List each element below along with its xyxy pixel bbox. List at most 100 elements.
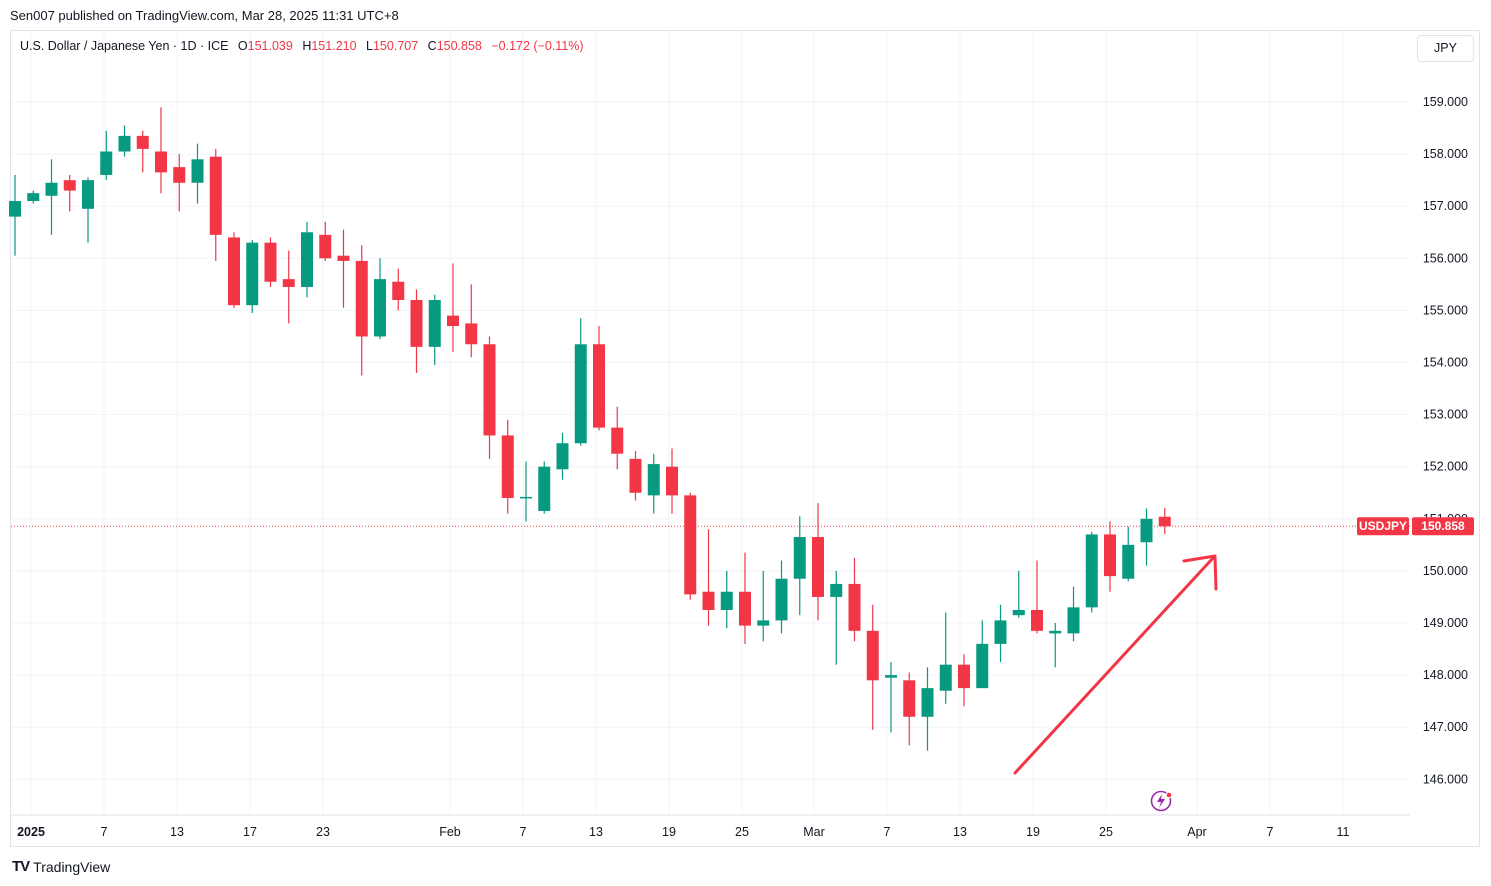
candle[interactable]: [228, 232, 240, 308]
candle[interactable]: [574, 318, 587, 446]
candle[interactable]: [319, 221, 332, 261]
candle[interactable]: [1031, 560, 1043, 634]
candle[interactable]: [647, 453, 660, 514]
candle[interactable]: [793, 516, 806, 616]
candle[interactable]: [757, 570, 770, 642]
candle-body: [447, 315, 459, 327]
lightning-icon[interactable]: [1150, 790, 1173, 812]
time-tick-label: 13: [170, 825, 184, 839]
candle[interactable]: [666, 448, 678, 514]
candle[interactable]: [520, 461, 532, 522]
candle-body: [301, 232, 313, 287]
candle[interactable]: [355, 245, 368, 376]
candle[interactable]: [684, 492, 697, 600]
candle[interactable]: [1158, 507, 1171, 535]
candle[interactable]: [629, 451, 642, 501]
candle[interactable]: [246, 240, 259, 314]
candle[interactable]: [1122, 526, 1135, 582]
time-tick-label: 19: [662, 825, 676, 839]
candle-body: [428, 299, 441, 347]
candle[interactable]: [1140, 508, 1153, 566]
time-tick-label: 7: [520, 825, 527, 839]
candle[interactable]: [1067, 586, 1080, 642]
time-tick-label: 2025: [17, 825, 45, 839]
up-arrow-annotation[interactable]: [1013, 554, 1218, 775]
candle[interactable]: [1085, 531, 1098, 613]
candle[interactable]: [1104, 521, 1116, 592]
candle[interactable]: [1049, 623, 1062, 668]
time-axis: 2025 7 13 17 23 Feb 7 13 19 25 Mar 7 13 19 25 Apr 7 11: [11, 814, 1410, 839]
candle[interactable]: [866, 604, 879, 730]
candle[interactable]: [538, 461, 551, 514]
candle[interactable]: [465, 284, 478, 358]
candle[interactable]: [392, 268, 405, 311]
candle-body: [246, 242, 259, 306]
candle[interactable]: [958, 654, 970, 707]
candle[interactable]: [720, 570, 733, 629]
candle[interactable]: [593, 326, 605, 431]
candle-body: [593, 344, 605, 428]
brand-name: TradingView: [33, 858, 111, 875]
high-label: H: [302, 39, 312, 53]
candle[interactable]: [264, 237, 277, 287]
candle[interactable]: [27, 190, 40, 204]
publish-info: Sen007 published on TradingView.com, Mar…: [10, 8, 399, 23]
candle[interactable]: [556, 432, 569, 480]
candle[interactable]: [82, 177, 94, 243]
candle[interactable]: [611, 406, 624, 470]
candle[interactable]: [976, 620, 989, 689]
candle[interactable]: [410, 289, 423, 373]
symbol-name[interactable]: U.S. Dollar / Japanese Yen · 1D · ICE: [20, 39, 229, 53]
candle[interactable]: [191, 143, 204, 204]
candle[interactable]: [282, 250, 295, 324]
candle-body: [100, 151, 113, 175]
candle[interactable]: [63, 174, 76, 212]
candle[interactable]: [885, 662, 897, 733]
candle[interactable]: [374, 258, 386, 340]
candle[interactable]: [136, 130, 149, 173]
candle-body: [501, 435, 514, 498]
arrow-shaft: [1013, 556, 1215, 775]
candle-body: [191, 159, 204, 183]
candle[interactable]: [118, 125, 131, 157]
candle[interactable]: [775, 560, 788, 634]
candle-body: [739, 591, 751, 626]
candle[interactable]: [155, 107, 167, 194]
candle[interactable]: [702, 529, 715, 626]
candle[interactable]: [994, 604, 1007, 663]
currency-button[interactable]: JPY: [1417, 35, 1474, 62]
candle-body: [939, 664, 952, 691]
candle[interactable]: [447, 263, 459, 353]
candle[interactable]: [903, 672, 916, 746]
tradingview-branding[interactable]: TV TradingView: [12, 858, 110, 875]
candle[interactable]: [100, 130, 113, 181]
time-tick-label: 13: [589, 825, 603, 839]
time-tick-label: 19: [1026, 825, 1040, 839]
candle[interactable]: [812, 503, 824, 621]
candle-body: [1140, 518, 1153, 543]
candle[interactable]: [921, 667, 934, 751]
candle[interactable]: [848, 557, 861, 642]
price-tick-label: 149.000: [1423, 616, 1468, 630]
candle[interactable]: [1012, 570, 1025, 618]
candle[interactable]: [501, 419, 514, 514]
candle[interactable]: [301, 221, 313, 298]
candle[interactable]: [830, 570, 843, 665]
candle-body: [629, 458, 642, 493]
price-tick-label: 154.000: [1423, 356, 1468, 370]
candle[interactable]: [428, 294, 441, 366]
candle[interactable]: [209, 148, 222, 261]
candle[interactable]: [483, 336, 496, 459]
candle[interactable]: [9, 174, 21, 256]
candle-body: [282, 279, 295, 287]
candle[interactable]: [337, 229, 350, 308]
candle-body: [483, 344, 496, 436]
candle-body: [392, 281, 405, 300]
candle-body: [337, 255, 350, 261]
candle[interactable]: [739, 552, 751, 644]
candle-body: [684, 495, 697, 595]
candle[interactable]: [173, 154, 186, 212]
candle[interactable]: [939, 612, 952, 704]
candle[interactable]: [45, 159, 58, 235]
